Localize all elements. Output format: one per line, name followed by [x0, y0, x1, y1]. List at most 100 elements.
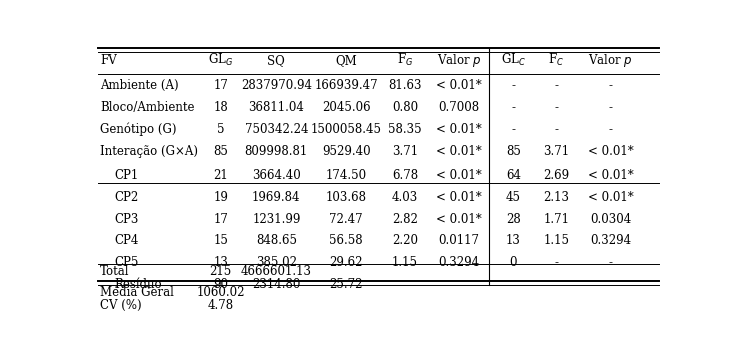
Text: 2.69: 2.69 — [543, 169, 569, 182]
Text: < 0.01*: < 0.01* — [436, 191, 482, 204]
Text: Valor $p$: Valor $p$ — [437, 52, 481, 69]
Text: 0.7008: 0.7008 — [439, 101, 480, 114]
Text: GL$_C$: GL$_C$ — [501, 52, 526, 68]
Text: 21: 21 — [213, 169, 228, 182]
Text: 1231.99: 1231.99 — [252, 213, 301, 226]
Text: 103.68: 103.68 — [326, 191, 367, 204]
Text: < 0.01*: < 0.01* — [436, 145, 482, 158]
Text: 13: 13 — [213, 256, 228, 269]
Text: CP2: CP2 — [114, 191, 139, 204]
Text: 385.02: 385.02 — [256, 256, 297, 269]
Text: 28: 28 — [506, 213, 521, 226]
Text: -: - — [609, 123, 612, 136]
Text: -: - — [554, 101, 558, 114]
Text: < 0.01*: < 0.01* — [436, 213, 482, 226]
Text: Total: Total — [100, 265, 130, 278]
Text: 4.03: 4.03 — [392, 191, 418, 204]
Text: CP4: CP4 — [114, 235, 139, 247]
Text: 9529.40: 9529.40 — [322, 145, 371, 158]
Text: Ambiente (A): Ambiente (A) — [100, 79, 179, 92]
Text: Média Geral: Média Geral — [100, 286, 174, 299]
Text: 6.78: 6.78 — [392, 169, 418, 182]
Text: 85: 85 — [213, 145, 228, 158]
Text: -: - — [554, 123, 558, 136]
Text: 1.71: 1.71 — [543, 213, 569, 226]
Text: 45: 45 — [506, 191, 521, 204]
Text: 56.58: 56.58 — [329, 235, 363, 247]
Text: 215: 215 — [209, 265, 231, 278]
Text: 4666601.13: 4666601.13 — [241, 265, 312, 278]
Text: 0.0117: 0.0117 — [439, 235, 480, 247]
Text: 64: 64 — [506, 169, 521, 182]
Text: F$_C$: F$_C$ — [548, 52, 565, 68]
Text: 1060.02: 1060.02 — [196, 286, 245, 299]
Text: 174.50: 174.50 — [326, 169, 367, 182]
Text: 0.80: 0.80 — [392, 101, 418, 114]
Text: 0.3294: 0.3294 — [439, 256, 480, 269]
Text: QM: QM — [335, 54, 357, 67]
Text: 2.13: 2.13 — [543, 191, 569, 204]
Text: < 0.01*: < 0.01* — [587, 191, 633, 204]
Text: 1969.84: 1969.84 — [252, 191, 301, 204]
Text: 13: 13 — [506, 235, 521, 247]
Text: 58.35: 58.35 — [388, 123, 422, 136]
Text: < 0.01*: < 0.01* — [436, 79, 482, 92]
Text: 85: 85 — [506, 145, 521, 158]
Text: Interação (G×A): Interação (G×A) — [100, 145, 198, 158]
Text: 1500058.45: 1500058.45 — [311, 123, 382, 136]
Text: < 0.01*: < 0.01* — [436, 123, 482, 136]
Text: -: - — [554, 256, 558, 269]
Text: 2045.06: 2045.06 — [322, 101, 371, 114]
Text: 4.78: 4.78 — [208, 299, 234, 312]
Text: CP3: CP3 — [114, 213, 139, 226]
Text: FV: FV — [100, 54, 117, 67]
Text: 3.71: 3.71 — [543, 145, 569, 158]
Text: 19: 19 — [213, 191, 228, 204]
Text: < 0.01*: < 0.01* — [436, 169, 482, 182]
Text: -: - — [609, 79, 612, 92]
Text: 3.71: 3.71 — [392, 145, 418, 158]
Text: -: - — [511, 79, 515, 92]
Text: -: - — [511, 101, 515, 114]
Text: 166939.47: 166939.47 — [315, 79, 378, 92]
Text: Resíduo: Resíduo — [114, 278, 162, 291]
Text: 2314.80: 2314.80 — [252, 278, 301, 291]
Text: 2837970.94: 2837970.94 — [241, 79, 312, 92]
Text: -: - — [609, 101, 612, 114]
Text: 18: 18 — [213, 101, 228, 114]
Text: CP5: CP5 — [114, 256, 139, 269]
Text: Genótipo (G): Genótipo (G) — [100, 123, 177, 136]
Text: 15: 15 — [213, 235, 228, 247]
Text: 72.47: 72.47 — [329, 213, 363, 226]
Text: CV (%): CV (%) — [100, 299, 142, 312]
Text: 5: 5 — [217, 123, 224, 136]
Text: 36811.04: 36811.04 — [248, 101, 304, 114]
Text: 90: 90 — [213, 278, 228, 291]
Text: 750342.24: 750342.24 — [245, 123, 308, 136]
Text: 1.15: 1.15 — [543, 235, 569, 247]
Text: 1.15: 1.15 — [392, 256, 418, 269]
Text: F$_G$: F$_G$ — [397, 52, 413, 68]
Text: 0.0304: 0.0304 — [590, 213, 631, 226]
Text: 29.62: 29.62 — [329, 256, 363, 269]
Text: 2.20: 2.20 — [392, 235, 418, 247]
Text: 0.3294: 0.3294 — [590, 235, 631, 247]
Text: -: - — [554, 79, 558, 92]
Text: 2.82: 2.82 — [392, 213, 418, 226]
Text: GL$_G$: GL$_G$ — [208, 52, 234, 68]
Text: 81.63: 81.63 — [388, 79, 422, 92]
Text: 809998.81: 809998.81 — [245, 145, 308, 158]
Text: 0: 0 — [509, 256, 517, 269]
Text: 25.72: 25.72 — [329, 278, 363, 291]
Text: 17: 17 — [213, 213, 228, 226]
Text: 17: 17 — [213, 79, 228, 92]
Text: CP1: CP1 — [114, 169, 139, 182]
Text: < 0.01*: < 0.01* — [587, 145, 633, 158]
Text: 848.65: 848.65 — [256, 235, 297, 247]
Text: -: - — [511, 123, 515, 136]
Text: Bloco/Ambiente: Bloco/Ambiente — [100, 101, 195, 114]
Text: SQ: SQ — [268, 54, 285, 67]
Text: -: - — [609, 256, 612, 269]
Text: < 0.01*: < 0.01* — [587, 169, 633, 182]
Text: Valor $p$: Valor $p$ — [588, 52, 633, 69]
